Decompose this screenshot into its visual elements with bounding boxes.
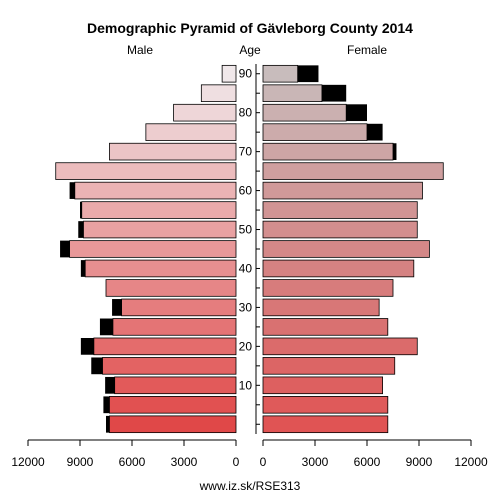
female-bar [262,396,389,414]
age-tick-label: 60 [239,184,253,198]
male-bar [83,220,237,239]
male-bar [109,142,237,161]
age-tick-label: 40 [239,261,253,275]
male-bar [173,103,237,122]
axes-layer: 10 20 30 40 50 60 70 80 90 12000 9000 6000 3000 0 0 300… [11,64,488,469]
x-tick-label: 3000 [302,455,329,469]
age-tick-label: 50 [239,223,253,237]
male-bar [93,337,237,356]
male-bar [114,376,237,395]
x-tick-label: 6000 [119,455,146,469]
age-tick-label: 70 [239,145,253,159]
male-bar [145,123,237,141]
male-bar [121,298,237,317]
male-bar [55,162,237,180]
female-bar [262,357,396,375]
female-bar [262,64,299,83]
female-bar [262,259,415,278]
female-excess-bar [346,104,367,122]
male-excess-bar [105,376,115,394]
male-excess-bar [103,396,110,414]
male-bar [221,64,237,83]
male-excess-bar [80,201,82,219]
male-bar [69,240,237,258]
male-excess-bar [69,182,75,199]
age-tick-label: 10 [239,378,253,392]
x-tick-label: 0 [260,455,267,469]
male-bar [102,357,237,375]
female-excess-bar [393,143,397,161]
male-excess-bar [60,240,70,258]
male-excess-bar [106,415,110,433]
male-label: Male [127,43,153,57]
male-bar [84,259,237,278]
male-excess-bar [91,357,103,375]
female-bar [262,240,430,258]
male-bar [112,318,237,336]
age-tick-label: 20 [239,339,253,353]
female-bar [262,415,389,434]
female-bar [262,162,444,180]
female-bar [262,201,418,219]
x-tick-label: 3000 [171,455,198,469]
female-excess-bar [367,123,383,141]
x-tick-label: 9000 [67,455,94,469]
female-bar [262,142,394,161]
x-tick-label: 0 [233,455,240,469]
male-excess-bar [80,337,94,355]
male-bar [200,84,237,102]
female-bar [262,318,389,336]
chart-title: Demographic Pyramid of Gävleborg County … [87,20,413,36]
male-excess-bar [112,299,122,316]
age-tick-label: 90 [239,67,253,81]
x-tick-label: 9000 [406,455,433,469]
female-bar [262,84,323,102]
female-excess-bar [297,65,319,83]
source-label: www.iz.sk/RSE313 [199,479,301,493]
female-bar [262,181,423,200]
male-bar [109,415,237,434]
female-bar [262,376,383,395]
female-bar [262,279,394,297]
female-bar [262,123,368,141]
female-label: Female [347,43,387,57]
female-bar [262,220,418,239]
x-tick-label: 6000 [354,455,381,469]
x-tick-label: 12000 [454,455,488,469]
male-bar [105,279,237,297]
male-excess-bar [80,260,86,277]
female-bar [262,337,418,356]
age-label: Age [239,43,261,57]
female-excess-bar [321,84,347,102]
female-bar [262,103,347,122]
bars-layer [55,64,444,434]
male-bar [81,201,237,219]
male-bar [74,181,237,200]
x-tick-label: 12000 [11,455,45,469]
female-bar [262,298,380,317]
age-tick-label: 80 [239,106,253,120]
male-bar [109,396,237,414]
age-tick-label: 30 [239,300,253,314]
male-excess-bar [78,221,84,238]
male-excess-bar [99,318,113,336]
